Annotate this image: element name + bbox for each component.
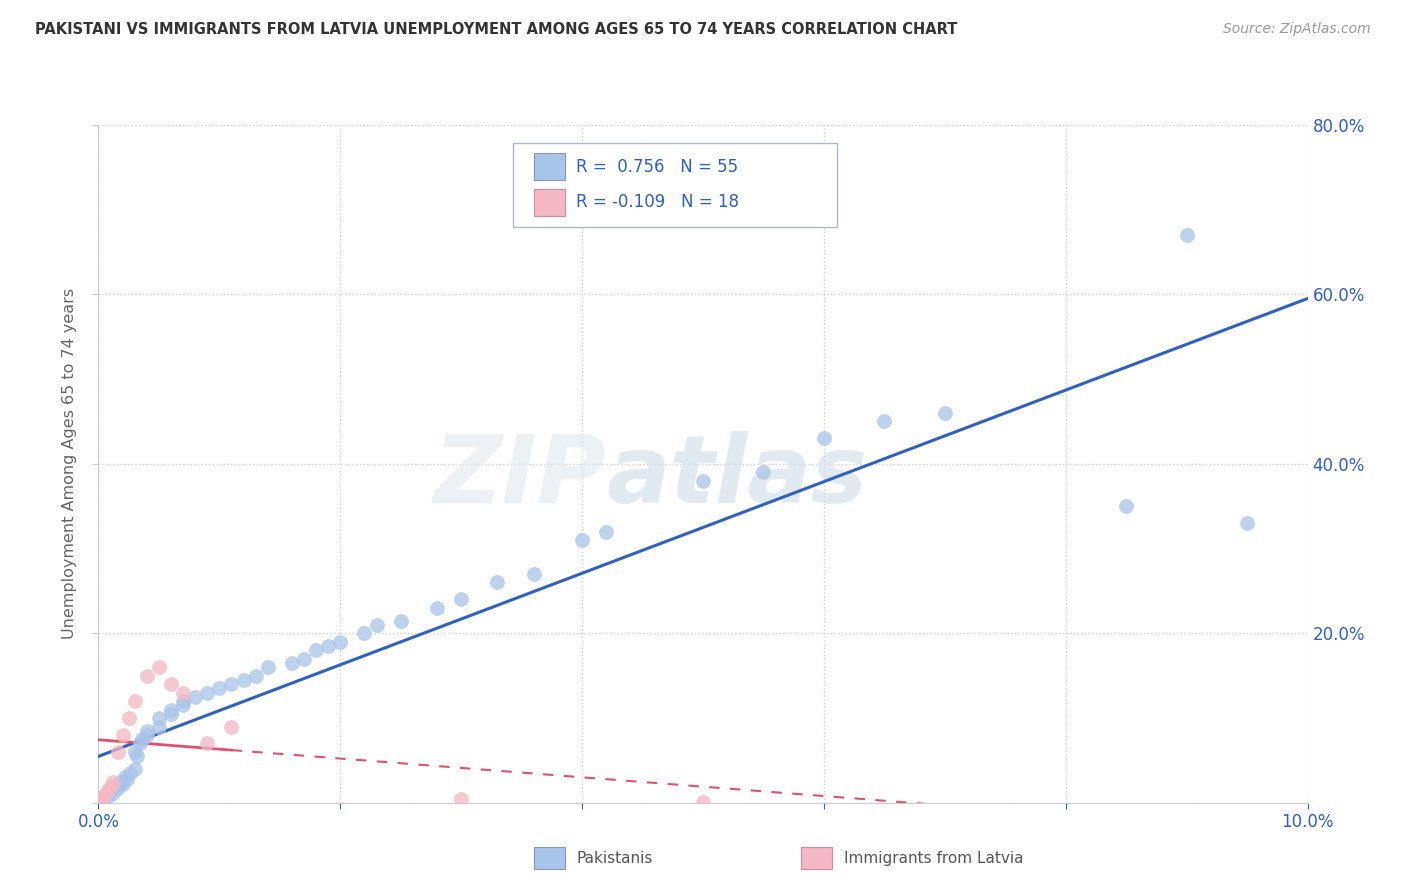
Point [135,728,157,742]
Point [100,783,122,797]
Point [316,639,339,653]
Point [104,779,127,793]
Point [329,635,352,649]
Point [94,788,117,801]
Point [366,618,388,632]
Point [117,772,139,786]
Point [873,415,896,429]
Point [172,685,194,699]
Point [221,719,243,733]
Point [692,795,714,809]
Point [281,656,304,670]
Point [127,749,149,764]
Point [184,690,207,704]
Point [172,694,194,708]
Point [195,685,218,699]
Point [124,694,146,708]
Point [208,681,231,696]
Point [148,719,170,733]
Point [1236,516,1258,530]
Text: R = -0.109   N = 18: R = -0.109 N = 18 [576,194,740,211]
Point [245,669,267,683]
Point [100,779,122,793]
Y-axis label: Unemployment Among Ages 65 to 74 years: Unemployment Among Ages 65 to 74 years [62,288,77,640]
Point [813,432,835,446]
Point [256,660,278,674]
Point [128,737,150,751]
Point [160,677,183,691]
Point [114,770,136,785]
Point [305,643,328,657]
Point [486,575,509,590]
Point [91,793,114,807]
Point [292,651,315,665]
Point [97,783,120,797]
Point [101,774,124,789]
Point [108,774,131,789]
Text: Pakistanis: Pakistanis [576,851,652,865]
Text: Immigrants from Latvia: Immigrants from Latvia [844,851,1024,865]
Point [107,745,129,759]
Point [426,601,449,615]
Point [111,777,134,791]
Point [118,766,141,780]
Point [101,786,124,800]
Point [90,791,112,805]
Point [111,728,134,742]
Point [752,466,775,480]
Point [118,711,141,725]
Point [135,669,157,683]
Point [571,533,593,548]
Point [221,677,243,691]
Point [1175,228,1198,243]
Point [91,789,114,803]
Point [353,626,375,640]
Point [131,732,153,747]
Point [148,711,170,725]
Point [1115,500,1137,514]
Point [389,614,412,628]
Point [934,406,956,420]
Point [94,788,117,801]
Point [124,762,146,776]
Point [107,780,129,795]
Point [692,474,714,488]
Point [450,592,472,607]
Point [148,660,170,674]
Point [523,567,546,582]
Point [195,737,218,751]
Text: R =  0.756   N = 55: R = 0.756 N = 55 [576,158,738,176]
Point [172,698,194,713]
Point [135,723,157,738]
Point [160,703,183,717]
Text: PAKISTANI VS IMMIGRANTS FROM LATVIA UNEMPLOYMENT AMONG AGES 65 TO 74 YEARS CORRE: PAKISTANI VS IMMIGRANTS FROM LATVIA UNEM… [35,22,957,37]
Point [90,791,112,805]
Text: atlas: atlas [606,432,868,524]
Point [97,789,120,803]
Point [595,524,617,539]
Point [232,673,254,687]
Text: Source: ZipAtlas.com: Source: ZipAtlas.com [1223,22,1371,37]
Text: ZIP: ZIP [433,432,606,524]
Point [450,791,472,805]
Point [160,706,183,721]
Point [124,745,146,759]
